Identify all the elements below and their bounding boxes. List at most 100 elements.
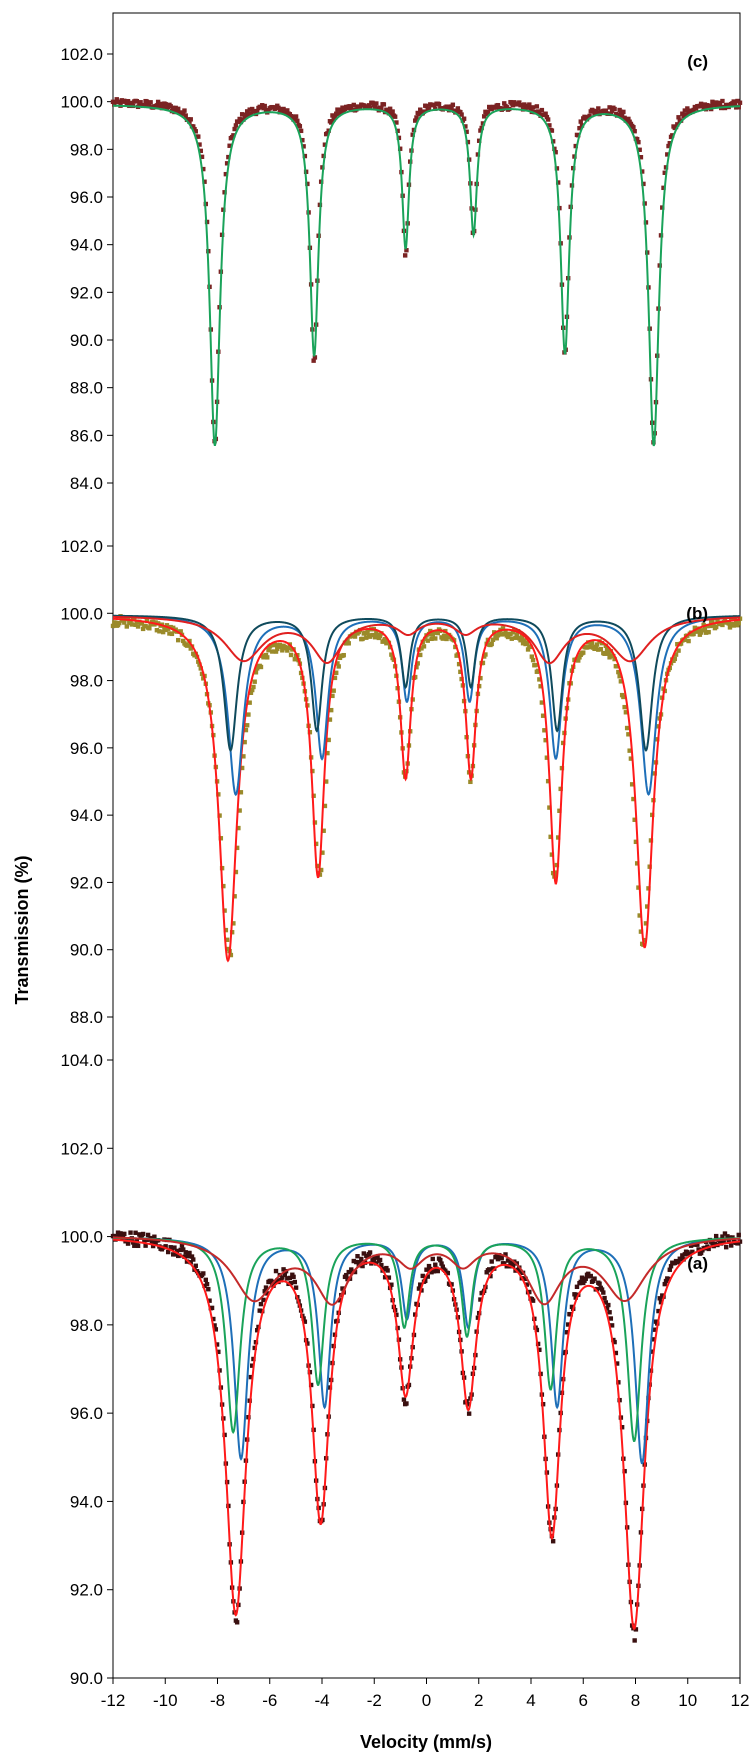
data-point bbox=[638, 929, 644, 934]
data-point bbox=[537, 109, 542, 115]
data-point bbox=[322, 142, 328, 147]
data-point bbox=[170, 1252, 176, 1257]
data-point bbox=[137, 1232, 142, 1237]
y-tick-label: 94.0 bbox=[70, 806, 103, 825]
data-point bbox=[505, 634, 511, 640]
data-point bbox=[147, 102, 152, 108]
data-point bbox=[165, 626, 171, 631]
data-point bbox=[554, 862, 560, 868]
data-point bbox=[695, 1242, 700, 1247]
data-point bbox=[370, 632, 375, 638]
data-point bbox=[233, 123, 239, 128]
y-tick-label: 96.0 bbox=[70, 1404, 103, 1423]
data-point bbox=[632, 817, 637, 822]
data-point bbox=[435, 630, 440, 636]
data-point bbox=[537, 1347, 542, 1353]
data-point bbox=[142, 103, 147, 108]
fit-line bbox=[112, 614, 741, 752]
data-point bbox=[241, 754, 246, 759]
data-point bbox=[370, 100, 375, 106]
data-point bbox=[145, 1232, 151, 1238]
data-point bbox=[431, 102, 437, 108]
data-point bbox=[594, 642, 600, 647]
data-point bbox=[115, 1230, 121, 1235]
data-point bbox=[268, 643, 274, 648]
data-point bbox=[232, 126, 237, 132]
data-point bbox=[609, 1323, 615, 1328]
data-point bbox=[157, 629, 162, 634]
data-point bbox=[514, 632, 519, 638]
data-point bbox=[710, 619, 715, 625]
data-point bbox=[312, 355, 318, 360]
data-point bbox=[428, 1266, 433, 1272]
data-point bbox=[262, 1289, 267, 1294]
data-point bbox=[533, 110, 538, 115]
data-point bbox=[367, 634, 373, 639]
data-point bbox=[386, 1275, 392, 1280]
data-point bbox=[666, 143, 671, 149]
data-point bbox=[244, 723, 250, 728]
data-point bbox=[504, 1264, 509, 1269]
data-point bbox=[197, 662, 202, 667]
data-point bbox=[168, 104, 173, 109]
data-point bbox=[703, 630, 709, 635]
data-point bbox=[737, 616, 743, 621]
data-point bbox=[465, 139, 471, 145]
data-point bbox=[418, 1282, 423, 1287]
data-point bbox=[395, 128, 400, 134]
data-point bbox=[189, 1254, 195, 1259]
data-point bbox=[547, 805, 552, 810]
data-point bbox=[143, 1243, 148, 1248]
y-tick-label: 88.0 bbox=[70, 379, 103, 398]
data-point bbox=[713, 624, 719, 630]
data-point bbox=[113, 99, 118, 105]
data-point bbox=[426, 1263, 432, 1269]
data-point bbox=[430, 1256, 435, 1262]
data-point bbox=[519, 102, 525, 108]
data-point bbox=[676, 1260, 681, 1265]
x-tick-label: 4 bbox=[526, 1691, 535, 1710]
x-tick-label: 6 bbox=[579, 1691, 588, 1710]
data-point bbox=[410, 132, 415, 137]
data-point bbox=[367, 105, 373, 110]
data-point bbox=[169, 1246, 175, 1251]
data-point bbox=[518, 638, 523, 643]
data-point bbox=[528, 644, 533, 650]
data-point bbox=[160, 104, 166, 109]
data-point bbox=[191, 124, 196, 129]
data-point bbox=[183, 1250, 188, 1255]
data-point bbox=[255, 1328, 260, 1333]
x-tick-label: -12 bbox=[101, 1691, 126, 1710]
data-point bbox=[566, 1322, 571, 1327]
y-tick-label: 102.0 bbox=[60, 537, 103, 556]
data-point bbox=[135, 624, 141, 629]
data-point bbox=[435, 1268, 440, 1274]
data-point bbox=[325, 131, 330, 136]
data-point bbox=[114, 97, 119, 102]
data-point bbox=[188, 117, 193, 122]
data-point bbox=[705, 103, 710, 108]
data-point bbox=[154, 628, 160, 633]
data-point bbox=[510, 1263, 516, 1269]
data-point bbox=[360, 636, 365, 642]
data-point bbox=[456, 661, 462, 667]
data-point bbox=[371, 1257, 377, 1262]
data-point bbox=[577, 125, 582, 131]
data-point bbox=[138, 1235, 143, 1240]
data-point bbox=[667, 1267, 672, 1272]
data-point bbox=[243, 112, 249, 118]
data-point bbox=[311, 358, 316, 363]
data-point bbox=[622, 704, 627, 710]
data-point bbox=[458, 109, 463, 115]
data-point bbox=[598, 646, 604, 652]
data-point bbox=[244, 109, 250, 114]
data-point bbox=[597, 1281, 602, 1286]
data-point bbox=[148, 100, 153, 105]
y-tick-label: 96.0 bbox=[70, 188, 103, 207]
data-point bbox=[377, 1257, 383, 1263]
data-point bbox=[737, 100, 743, 105]
data-point bbox=[616, 669, 621, 675]
data-point bbox=[140, 1231, 146, 1237]
data-point bbox=[176, 106, 181, 112]
data-point bbox=[626, 116, 631, 122]
